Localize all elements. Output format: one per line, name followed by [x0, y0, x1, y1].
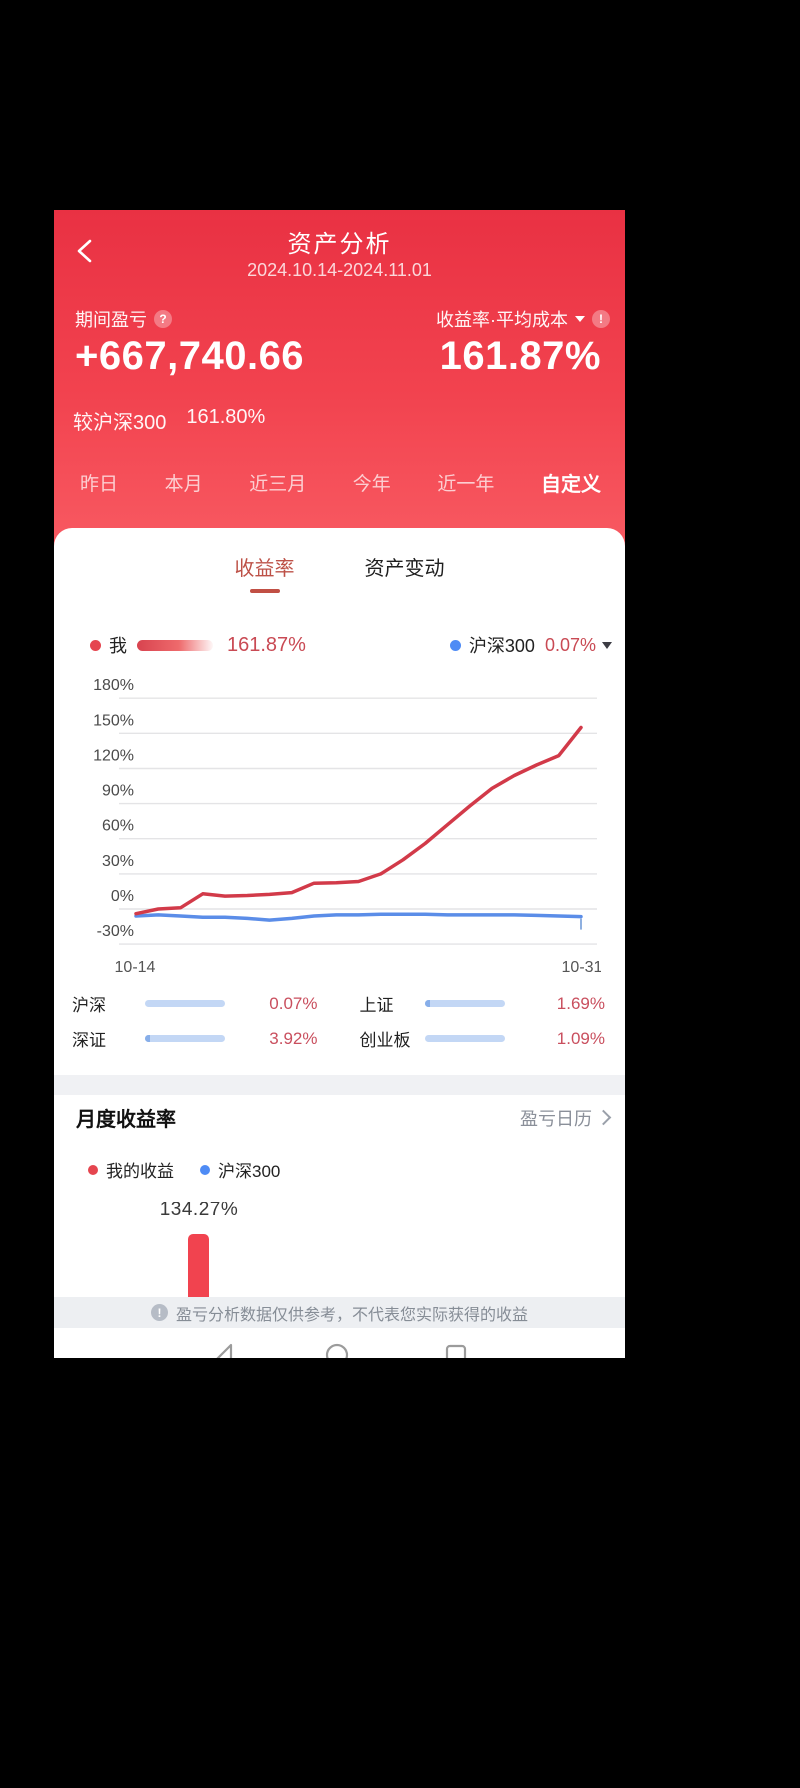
- benchmark-compare-value: 161.80%: [186, 406, 266, 428]
- yield-metric-selector[interactable]: 收益率·平均成本 !: [436, 306, 610, 332]
- monthly-header: 月度收益率 盈亏日历: [76, 1103, 612, 1132]
- index-bar-icon: [424, 1035, 505, 1042]
- section-title: 月度收益率: [76, 1109, 176, 1131]
- disclaimer-text: 盈亏分析数据仅供参考，不代表您实际获得的收益: [175, 1306, 528, 1324]
- blue-dot-icon: [200, 1164, 210, 1175]
- tab-yesterday[interactable]: 昨日: [80, 474, 119, 495]
- alert-icon[interactable]: !: [592, 310, 610, 328]
- tab-yield-rate[interactable]: 收益率: [235, 552, 295, 593]
- share-arrow-icon[interactable]: [211, 1341, 235, 1358]
- svg-text:60%: 60%: [102, 818, 134, 835]
- period-pnl-label: 期间盈亏: [75, 310, 147, 330]
- tab-3-months[interactable]: 近三月: [249, 474, 307, 495]
- legend-bench-value: 0.07%: [544, 634, 596, 655]
- tab-asset-change[interactable]: 资产变动: [364, 558, 445, 580]
- back-button[interactable]: [72, 236, 98, 266]
- period-pnl-value: +667,740.66: [75, 334, 305, 378]
- circle-icon[interactable]: [325, 1341, 349, 1358]
- monthly-returns-section: 月度收益率 盈亏日历 我的收益 沪深300 134.27%: [54, 1095, 625, 1297]
- svg-text:180%: 180%: [93, 677, 134, 694]
- asset-analysis-screen: 资产分析 2024.10.14-2024.11.01 期间盈亏 ? 收益率·平均…: [54, 210, 625, 1358]
- index-bar-icon: [145, 1000, 225, 1007]
- svg-text:30%: 30%: [102, 853, 134, 870]
- legend-me-label: 我: [109, 636, 127, 656]
- index-bar-icon: [145, 1035, 225, 1042]
- svg-text:150%: 150%: [93, 712, 134, 729]
- monthly-legend-bench: 沪深300: [200, 1157, 280, 1182]
- tab-this-year[interactable]: 今年: [352, 474, 391, 495]
- monthly-bar-label: 134.27%: [159, 1202, 239, 1220]
- info-icon: !: [150, 1304, 168, 1321]
- index-hushen: 沪深 0.07%: [72, 993, 318, 1016]
- benchmark-compare-label: 较沪深300: [73, 412, 167, 434]
- svg-text:90%: 90%: [102, 783, 134, 800]
- page-title: 资产分析: [287, 231, 392, 258]
- red-dot-icon: [90, 639, 101, 651]
- period-tab-bar: 昨日 本月 近三月 今年 近一年 自定义: [80, 468, 601, 497]
- chart-legend: 我 161.87% 沪深300 0.07%: [90, 632, 612, 658]
- disclaimer-bar: ! 盈亏分析数据仅供参考，不代表您实际获得的收益: [54, 1297, 625, 1328]
- index-row: 沪深 0.07% 上证 1.69%: [54, 986, 625, 1021]
- tab-this-month[interactable]: 本月: [164, 474, 203, 495]
- trend-chart-svg[interactable]: 180% 150% 120% 90% 60% 30% 0% -30% 10-14 10-31: [78, 675, 601, 975]
- index-chuangyeban: 创业板 1.09%: [359, 1028, 606, 1051]
- rate-card: 收益率 资产变动 我 161.87% 沪深300 0.07%: [54, 528, 625, 1075]
- index-row: 深证 3.92% 创业板 1.09%: [54, 1021, 625, 1056]
- help-icon[interactable]: ?: [154, 310, 172, 328]
- period-pnl-label-row: 期间盈亏 ?: [75, 306, 172, 332]
- gradient-bar-icon: [137, 639, 213, 651]
- index-summary: 沪深 0.07% 上证 1.69% 深证 3.92%: [54, 986, 625, 1056]
- legend-bench-label: 沪深300: [468, 636, 535, 656]
- index-bar-icon: [424, 1000, 505, 1007]
- tab-custom[interactable]: 自定义: [540, 474, 601, 496]
- section-divider: [54, 1075, 625, 1095]
- red-dot-icon: [88, 1164, 98, 1175]
- legend-me: 我 161.87%: [90, 632, 306, 658]
- legend-me-value: 161.87%: [227, 633, 306, 656]
- svg-text:-30%: -30%: [97, 923, 134, 940]
- benchmark-compare-row: 较沪深300 161.80%: [73, 406, 265, 435]
- blue-dot-icon: [449, 639, 461, 651]
- square-icon[interactable]: [444, 1341, 468, 1358]
- svg-text:120%: 120%: [93, 748, 134, 765]
- monthly-bar[interactable]: [188, 1234, 209, 1297]
- monthly-legend: 我的收益 沪深300: [88, 1157, 280, 1182]
- index-shenzheng: 深证 3.92%: [72, 1028, 318, 1051]
- index-shangzheng: 上证 1.69%: [359, 993, 606, 1016]
- card-tab-bar: 收益率 资产变动: [54, 552, 625, 593]
- date-range: 2024.10.14-2024.11.01: [247, 260, 432, 280]
- chevron-right-icon: [595, 1109, 612, 1126]
- chevron-down-icon: [602, 641, 612, 649]
- bottom-nav: [54, 1328, 625, 1358]
- pnl-calendar-link[interactable]: 盈亏日历: [520, 1105, 612, 1131]
- chevron-down-icon: [575, 316, 585, 322]
- svg-text:10-14: 10-14: [115, 959, 156, 975]
- yield-metric-label: 收益率·平均成本: [436, 310, 568, 330]
- legend-benchmark-selector[interactable]: 沪深300 0.07%: [449, 632, 612, 658]
- monthly-legend-me: 我的收益: [88, 1157, 174, 1182]
- svg-text:10-31: 10-31: [562, 959, 601, 975]
- svg-text:0%: 0%: [111, 888, 134, 905]
- active-tab-underline: [249, 589, 280, 593]
- header: 资产分析 2024.10.14-2024.11.01 期间盈亏 ? 收益率·平均…: [54, 210, 625, 550]
- tab-1-year[interactable]: 近一年: [437, 474, 495, 495]
- yield-value: 161.87%: [439, 334, 601, 378]
